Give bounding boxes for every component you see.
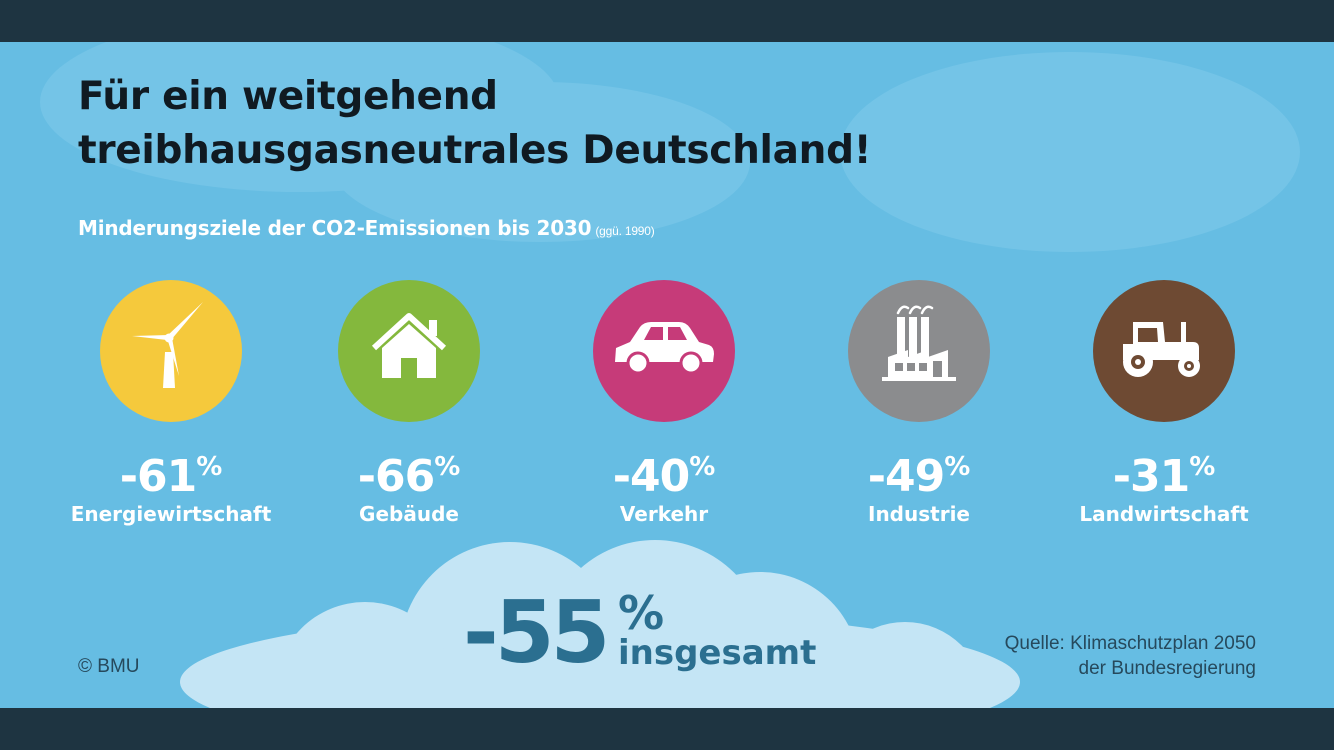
sector-label: Gebäude (359, 502, 459, 526)
sector-percentage: -31% (1044, 444, 1284, 500)
source-line-1: Quelle: Klimaschutzplan 2050 (1004, 633, 1256, 654)
percent-sign: % (434, 452, 461, 482)
sector-label: Landwirtschaft (1079, 502, 1249, 526)
subtitle-text: Minderungsziele der CO2-Emissionen bis 2… (78, 216, 592, 240)
sector-percentage: -61% (51, 444, 291, 500)
sector-label: Energiewirtschaft (70, 502, 272, 526)
title-line-1: Für ein weitgehend (78, 74, 498, 119)
sector-value: -40 (612, 451, 690, 502)
total-reduction: -55 % insgesamt (463, 590, 816, 676)
total-label: insgesamt (618, 633, 817, 673)
wind-turbine-icon (132, 302, 203, 388)
sector-percentage: -49% (799, 444, 1039, 500)
background-cloud (840, 52, 1300, 252)
total-percent-sign: % (618, 586, 665, 640)
percent-sign: % (689, 452, 716, 482)
sector-percentage: -40% (544, 444, 784, 500)
foreground-cloud (180, 540, 1020, 708)
title-line-2: treibhausgasneutrales Deutschland! (78, 128, 872, 173)
sector-circle (593, 280, 735, 422)
sector-label: Industrie (868, 502, 970, 526)
sector-landwirtschaft: -31% Landwirtschaft (1044, 280, 1284, 526)
total-right: % insgesamt (618, 590, 816, 670)
subtitle-note: (ggü. 1990) (595, 224, 655, 238)
sector-energiewirtschaft: -61% Energiewirtschaft (51, 280, 291, 526)
sector-circle (1093, 280, 1235, 422)
sector-value: -49 (867, 451, 945, 502)
car-icon (615, 322, 714, 375)
house-icon (371, 313, 447, 378)
infographic-panel: Für ein weitgehend treibhausgasneutrales… (0, 42, 1334, 708)
percent-sign: % (196, 452, 223, 482)
sector-circle (100, 280, 242, 422)
sector-value: -61 (119, 451, 197, 502)
copyright-notice: © BMU (78, 656, 140, 677)
factory-icon (882, 305, 956, 381)
tractor-icon (1123, 322, 1200, 377)
subtitle: Minderungsziele der CO2-Emissionen bis 2… (78, 216, 655, 240)
background-cloud (330, 82, 750, 242)
total-value: -55 (463, 583, 610, 683)
sector-value: -66 (357, 451, 435, 502)
sector-percentage: -66% (289, 444, 529, 500)
sector-value: -31 (1112, 451, 1190, 502)
sector-label: Verkehr (619, 502, 709, 526)
top-frame-bar (0, 0, 1334, 42)
sector-industrie: -49% Industrie (799, 280, 1039, 526)
bottom-frame-bar (0, 708, 1334, 750)
sector-circle (338, 280, 480, 422)
page-title: Für ein weitgehend treibhausgasneutrales… (78, 70, 871, 178)
sector-circle (848, 280, 990, 422)
percent-sign: % (1189, 452, 1216, 482)
sector-gebaeude: -66% Gebäude (289, 280, 529, 526)
percent-sign: % (944, 452, 971, 482)
sector-verkehr: -40% Verkehr (544, 280, 784, 526)
source-credit: Quelle: Klimaschutzplan 2050 der Bundesr… (1005, 631, 1256, 681)
source-line-2: der Bundesregierung (1078, 658, 1256, 679)
